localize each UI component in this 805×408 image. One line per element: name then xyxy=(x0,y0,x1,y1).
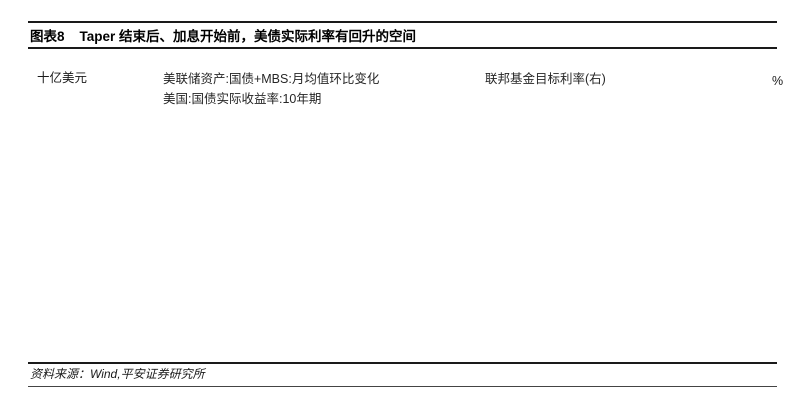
legend-item-fed-assets: 美联储资产:国债+MBS:月均值环比变化 xyxy=(125,68,379,87)
source-note: 资料来源：Wind,平安证券研究所 xyxy=(30,367,205,381)
real-yield-line-swatch xyxy=(125,96,157,100)
top-rule xyxy=(28,21,777,23)
figure-label: 图表8 xyxy=(30,29,65,44)
source-rule-bottom xyxy=(28,385,777,387)
figure-title-bar: 图表8 Taper 结束后、加息开始前，美债实际利率有回升的空间 xyxy=(30,25,416,45)
legend-label-real-yield: 美国:国债实际收益率:10年期 xyxy=(163,92,322,106)
legend-item-real-yield: 美国:国债实际收益率:10年期 xyxy=(125,88,321,107)
source-rule-top xyxy=(28,362,777,364)
header-rule xyxy=(28,46,777,49)
legend-item-fed-funds: 联邦基金目标利率(右) xyxy=(447,68,606,87)
fed-funds-line-swatch xyxy=(447,76,479,80)
right-axis-unit-label: % xyxy=(772,74,784,88)
legend-label-fed-assets: 美联储资产:国债+MBS:月均值环比变化 xyxy=(163,72,380,86)
legend-label-fed-funds: 联邦基金目标利率(右) xyxy=(485,72,606,86)
fed-assets-line-swatch xyxy=(125,76,157,80)
figure-title: Taper 结束后、加息开始前，美债实际利率有回升的空间 xyxy=(79,29,417,44)
left-axis-unit-label: 十亿美元 xyxy=(37,71,88,85)
